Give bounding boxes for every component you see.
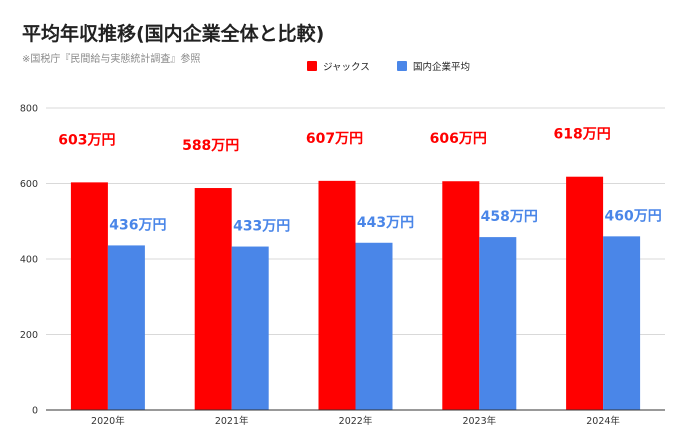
bar-jaccs-2 <box>318 180 356 410</box>
data-label-jaccs-1: 588万円 <box>182 138 239 154</box>
legend: ジャックス 国内企業平均 <box>307 61 470 73</box>
chart-title: 平均年収推移(国内企業全体と比較) <box>22 22 324 45</box>
y-tick-label: 0 <box>32 406 38 417</box>
data-label-jaccs-3: 606万円 <box>430 131 487 147</box>
chart-subtitle: ※国税庁『民間給与実態統計調査』参照 <box>22 52 200 65</box>
data-label-jaccs-4: 618万円 <box>553 127 610 143</box>
legend-swatch-national-average <box>397 61 407 71</box>
x-tick-label: 2022年 <box>339 415 373 427</box>
data-label-jaccs-0: 603万円 <box>58 132 115 148</box>
x-tick-label: 2021年 <box>215 415 249 427</box>
x-tick-label: 2020年 <box>91 415 125 427</box>
legend-label-national-average: 国内企業平均 <box>413 61 470 73</box>
x-axis-ticks: 2020年 2021年 2022年 2023年 2024年 <box>91 415 620 427</box>
y-tick-label: 400 <box>20 255 38 266</box>
legend-label-jaccs: ジャックス <box>323 62 370 73</box>
legend-swatch-jaccs <box>307 61 317 71</box>
bars <box>70 176 641 410</box>
bar-national-average-3 <box>479 237 517 410</box>
bar-national-average-2 <box>355 242 393 410</box>
bar-national-average-1 <box>231 246 269 410</box>
y-tick-label: 200 <box>20 330 38 341</box>
bar-jaccs-0 <box>70 182 108 410</box>
y-tick-label: 800 <box>20 104 38 115</box>
x-tick-label: 2023年 <box>462 415 496 427</box>
bar-national-average-4 <box>603 236 641 410</box>
data-label-national-average-0: 436万円 <box>109 217 166 233</box>
data-label-national-average-1: 433万円 <box>233 219 290 235</box>
bar-jaccs-4 <box>566 176 604 410</box>
data-labels: 603万円 436万円 588万円 433万円 607万円 443万円 606万円 458万円… <box>58 127 661 235</box>
bar-national-average-0 <box>107 245 145 410</box>
y-tick-label: 600 <box>20 179 38 190</box>
bar-jaccs-1 <box>194 188 232 410</box>
y-axis-ticks: 0 200 400 600 800 <box>20 104 38 417</box>
data-label-jaccs-2: 607万円 <box>306 131 363 147</box>
data-label-national-average-2: 443万円 <box>357 215 414 231</box>
data-label-national-average-3: 458万円 <box>481 209 538 225</box>
bar-jaccs-3 <box>442 181 480 410</box>
x-tick-label: 2024年 <box>586 415 620 427</box>
data-label-national-average-4: 460万円 <box>604 208 661 224</box>
